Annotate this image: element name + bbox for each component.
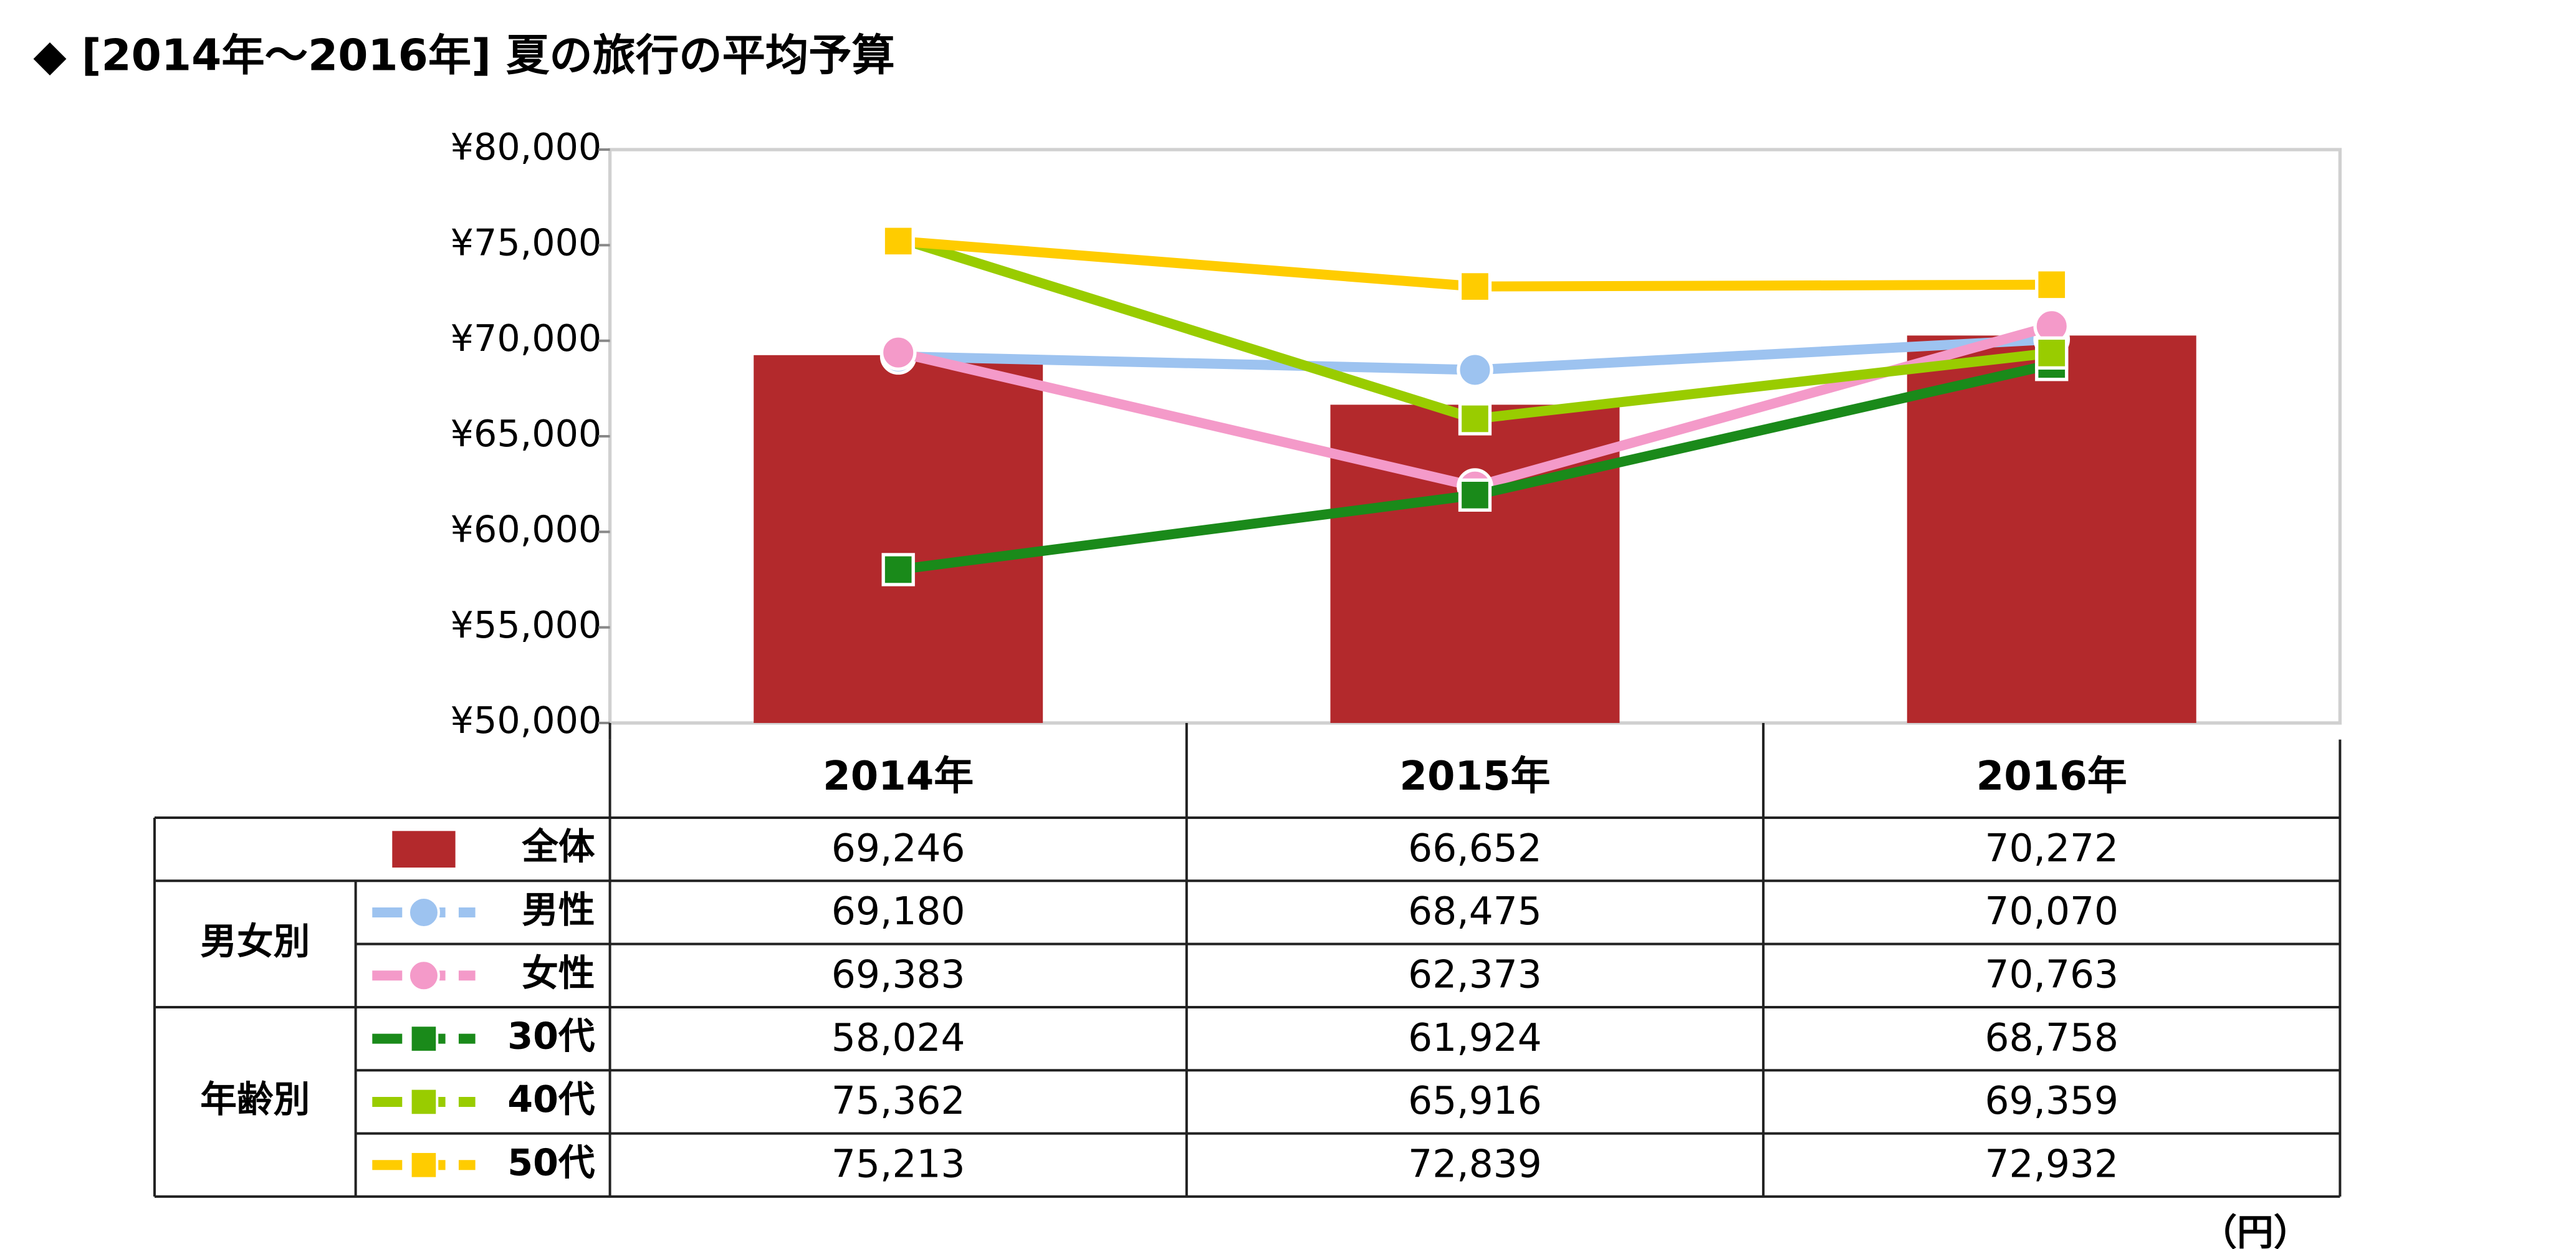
table-value: 75,362 (831, 1079, 965, 1123)
line-marker (881, 553, 915, 586)
legend-label: 男性 (522, 889, 595, 931)
y-tick-label: ¥75,000 (451, 221, 602, 264)
table-value: 66,652 (1408, 826, 1542, 871)
table-value: 70,272 (1985, 826, 2119, 871)
line-marker (879, 334, 917, 371)
table-value: 70,070 (1985, 889, 2119, 934)
table-value: 69,180 (831, 889, 965, 934)
legend-marker (407, 959, 440, 992)
table-value: 68,475 (1408, 889, 1542, 934)
legend-label: 40代 (507, 1078, 595, 1121)
table-value: 69,383 (831, 953, 965, 997)
bar (754, 355, 1043, 723)
y-tick-label: ¥65,000 (451, 413, 602, 455)
legend-marker (409, 1087, 439, 1117)
chart-title: ◆ [2014年～2016年] 夏の旅行の平均予算 (33, 31, 894, 80)
table-value: 62,373 (1408, 953, 1542, 997)
table-value: 72,932 (1985, 1142, 2119, 1187)
table-value: 70,763 (1985, 953, 2119, 997)
table-value: 69,246 (831, 826, 965, 871)
row-group-label: 年齢別 (200, 1078, 310, 1121)
line-marker (1458, 269, 1492, 304)
x-tick-label: 2015年 (1399, 754, 1550, 800)
line-marker (2035, 336, 2069, 370)
legend-marker (407, 896, 440, 929)
bar (1330, 404, 1620, 723)
line-marker (881, 224, 915, 258)
table-value: 68,758 (1985, 1016, 2119, 1060)
legend-marker (409, 1024, 439, 1053)
table-value: 72,839 (1408, 1142, 1542, 1187)
legend-label: 全体 (521, 826, 595, 868)
legend-marker (409, 1150, 439, 1180)
unit-note: （円） (2200, 1211, 2310, 1249)
table-value: 75,213 (831, 1142, 965, 1187)
legend-label: 50代 (507, 1141, 595, 1184)
legend-label: 女性 (522, 952, 595, 994)
x-tick-label: 2016年 (1976, 754, 2127, 800)
table-value: 65,916 (1408, 1079, 1542, 1123)
bar (1907, 335, 2196, 723)
y-tick-label: ¥60,000 (451, 508, 602, 550)
legend-swatch (392, 831, 456, 868)
table-value: 61,924 (1408, 1016, 1542, 1060)
line-marker (1458, 402, 1492, 436)
line-marker (1458, 478, 1492, 512)
table-value: 69,359 (1985, 1079, 2119, 1123)
legend-label: 30代 (507, 1015, 595, 1058)
x-tick-label: 2014年 (823, 754, 974, 800)
y-tick-label: ¥80,000 (451, 126, 602, 168)
row-group-label: 男女別 (200, 921, 310, 963)
table-value: 58,024 (831, 1016, 965, 1060)
line-marker (1457, 352, 1493, 388)
y-tick-label: ¥50,000 (451, 699, 602, 742)
y-tick-label: ¥55,000 (451, 604, 602, 646)
y-tick-label: ¥70,000 (451, 317, 602, 360)
line-marker (2035, 268, 2069, 302)
